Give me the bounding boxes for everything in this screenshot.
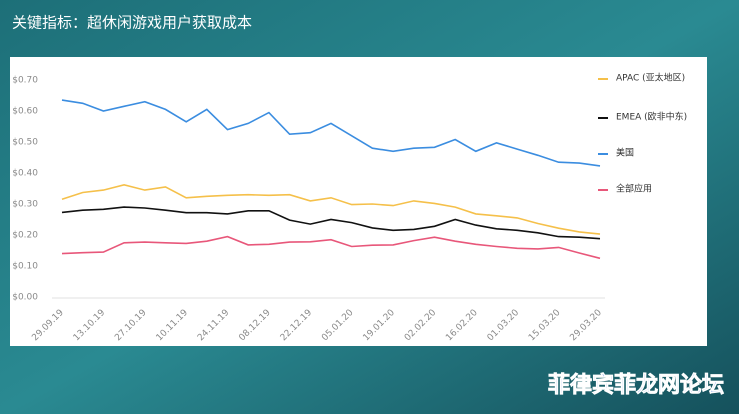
watermark: 菲律宾菲龙网论坛 [548,372,724,398]
legend-label: APAC (亚太地区) [616,72,685,84]
y-tick-label: $0.00 [12,293,38,303]
series-line [61,99,601,167]
y-tick-label: $0.10 [12,262,38,272]
y-tick-label: $0.70 [12,76,38,86]
chart-panel [10,57,707,346]
y-tick-label: $0.30 [12,200,38,210]
y-tick-label: $0.20 [12,231,38,241]
legend-label: 全部应用 [616,183,652,195]
legend-label: EMEA (欧非中东) [616,111,687,123]
series-line [61,183,601,235]
series-line [61,235,601,260]
y-tick-label: $0.40 [12,169,38,179]
slide-title: 关键指标：超休闲游戏用户获取成本 [12,14,252,32]
legend-label: 美国 [616,147,634,159]
series-line [61,206,601,240]
y-tick-label: $0.60 [12,107,38,117]
y-tick-label: $0.50 [12,138,38,148]
